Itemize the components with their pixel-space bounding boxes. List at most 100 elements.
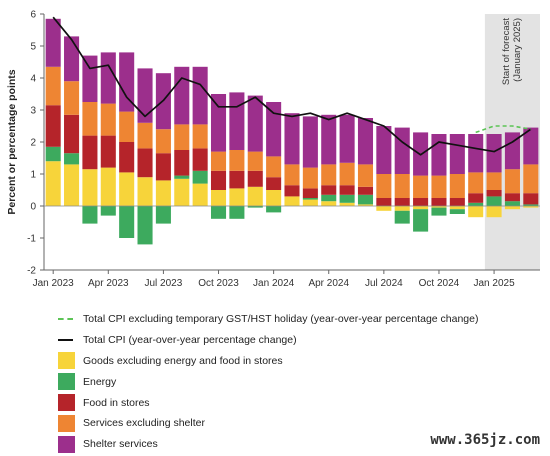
bar-segment-1-22 bbox=[449, 209, 465, 214]
bar-segment-2-12 bbox=[266, 177, 282, 190]
bar-segment-4-18 bbox=[376, 126, 392, 174]
bar-segment-1-5 bbox=[137, 206, 153, 245]
bar-segment-3-24 bbox=[486, 172, 502, 190]
y-tick-label: 0 bbox=[30, 202, 36, 213]
bar-segment-2-0 bbox=[45, 105, 61, 147]
bar-segment-2-8 bbox=[192, 148, 208, 171]
x-tick-label: Jan 2025 bbox=[473, 278, 515, 289]
bar-segment-2-24 bbox=[486, 190, 502, 197]
y-tick-label: -1 bbox=[27, 234, 36, 245]
bar-segment-1-2 bbox=[82, 206, 98, 224]
bar-segment-4-13 bbox=[284, 113, 300, 165]
x-tick-label: Jul 2023 bbox=[145, 278, 183, 289]
bar-segment-2-9 bbox=[210, 170, 227, 190]
bar-segment-3-4 bbox=[119, 111, 135, 142]
bar-segment-4-4 bbox=[119, 52, 135, 112]
bar-segment-4-17 bbox=[357, 118, 374, 165]
color-swatch bbox=[58, 414, 75, 432]
bar-segment-0-17 bbox=[357, 204, 374, 206]
bar-segment-0-19 bbox=[394, 206, 410, 211]
x-tick-label: Jan 2023 bbox=[33, 278, 75, 289]
bar-segment-0-15 bbox=[321, 201, 337, 206]
bar-segment-1-1 bbox=[64, 153, 80, 165]
bar-segment-4-16 bbox=[339, 114, 355, 163]
bar-segment-1-9 bbox=[210, 206, 227, 219]
bar-segment-0-12 bbox=[266, 190, 282, 206]
bar-segment-4-2 bbox=[82, 55, 98, 102]
bar-segment-3-3 bbox=[100, 103, 116, 136]
bar-segment-0-26 bbox=[523, 206, 539, 208]
bar-segment-2-10 bbox=[229, 170, 245, 189]
bar-segment-3-10 bbox=[229, 150, 245, 171]
bar-segment-0-16 bbox=[339, 202, 355, 206]
bar-segment-3-22 bbox=[449, 174, 465, 198]
bar-segment-4-24 bbox=[486, 134, 502, 173]
bar-segment-1-6 bbox=[155, 206, 171, 224]
bar-segment-4-26 bbox=[523, 127, 539, 165]
bar-segment-0-18 bbox=[376, 206, 392, 211]
bar-segment-0-14 bbox=[302, 199, 318, 206]
bar-segment-2-4 bbox=[119, 142, 135, 173]
bar-segment-1-7 bbox=[174, 175, 190, 179]
bar-segment-0-1 bbox=[64, 164, 80, 206]
bar-segment-2-15 bbox=[321, 185, 337, 195]
y-tick-label: 2 bbox=[30, 138, 36, 149]
x-tick-label: Jul 2024 bbox=[365, 278, 403, 289]
bar-segment-3-1 bbox=[64, 81, 80, 115]
legend-label: Goods excluding energy and food in store… bbox=[83, 354, 283, 367]
forecast-label: Start of forecast(January 2025) bbox=[501, 18, 523, 85]
bar-segment-4-21 bbox=[431, 134, 447, 176]
bar-segment-1-14 bbox=[302, 198, 318, 200]
bar-segment-0-4 bbox=[119, 172, 135, 206]
y-tick-label: -2 bbox=[27, 266, 36, 277]
bar-segment-2-23 bbox=[468, 193, 484, 203]
bar-segment-2-21 bbox=[431, 198, 447, 206]
bar-segment-1-21 bbox=[431, 207, 447, 216]
x-tick-label: Jan 2024 bbox=[253, 278, 295, 289]
bar-segment-3-0 bbox=[45, 66, 61, 106]
bar-segment-4-19 bbox=[394, 127, 410, 174]
bar-segment-0-10 bbox=[229, 188, 245, 206]
forecast-label-line: Start of forecast bbox=[501, 18, 512, 85]
y-tick-label: 3 bbox=[30, 106, 36, 117]
y-axis-label: Percent or percentage points bbox=[6, 69, 18, 214]
bar-segment-1-24 bbox=[486, 196, 502, 206]
bar-segment-3-25 bbox=[504, 169, 520, 194]
bar-segment-4-25 bbox=[504, 132, 520, 170]
bar-segment-4-9 bbox=[210, 94, 227, 152]
legend-item-food: Food in stores bbox=[58, 392, 479, 413]
bar-segment-3-14 bbox=[302, 167, 318, 189]
total-cpi-ex-gst-line bbox=[475, 125, 531, 134]
bar-segment-0-13 bbox=[284, 196, 300, 206]
bar-segment-2-1 bbox=[64, 114, 80, 154]
bar-segment-2-11 bbox=[247, 170, 263, 187]
legend: Total CPI excluding temporary GST/HST ho… bbox=[58, 309, 479, 455]
bar-segment-1-20 bbox=[413, 209, 429, 232]
legend-label: Energy bbox=[83, 375, 117, 388]
bar-segment-1-11 bbox=[247, 206, 263, 208]
bar-segment-0-11 bbox=[247, 186, 263, 206]
bar-segment-2-3 bbox=[100, 135, 116, 168]
bar-segment-2-26 bbox=[523, 193, 539, 205]
bar-segment-0-21 bbox=[431, 206, 447, 208]
bar-segment-4-1 bbox=[64, 36, 80, 82]
color-swatch bbox=[58, 394, 75, 412]
legend-label: Food in stores bbox=[83, 396, 150, 409]
bar-segment-2-20 bbox=[413, 198, 429, 206]
bar-segment-1-4 bbox=[119, 206, 135, 238]
bar-segment-2-14 bbox=[302, 188, 318, 198]
bar-segment-4-8 bbox=[192, 66, 208, 125]
legend-label: Shelter services bbox=[83, 438, 158, 451]
bar-segment-3-15 bbox=[321, 164, 337, 186]
line-swatch bbox=[58, 339, 73, 342]
color-swatch bbox=[58, 373, 75, 391]
bar-segment-2-7 bbox=[174, 150, 190, 176]
bar-segment-2-6 bbox=[155, 153, 171, 181]
bar-segment-0-2 bbox=[82, 169, 98, 206]
bar-segment-4-11 bbox=[247, 95, 263, 152]
bar-segment-1-17 bbox=[357, 194, 374, 205]
bar-segment-4-7 bbox=[174, 66, 190, 125]
bar-segment-3-19 bbox=[394, 174, 410, 198]
bar-segment-4-12 bbox=[266, 102, 282, 157]
legend-item-services: Services excluding shelter bbox=[58, 413, 479, 434]
